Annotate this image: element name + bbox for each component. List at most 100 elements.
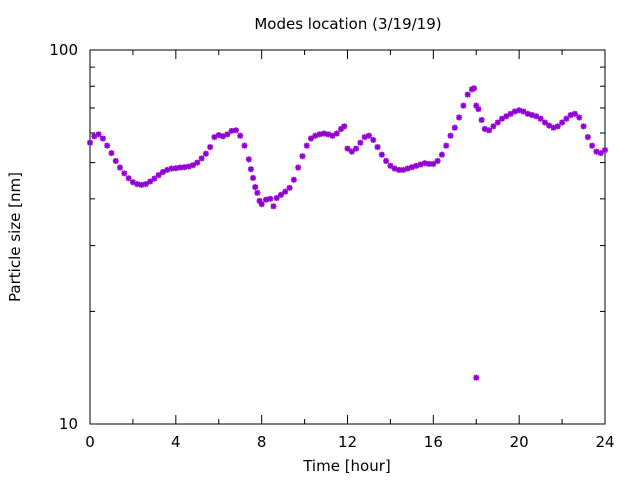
data-point (478, 116, 485, 123)
data-point (499, 115, 505, 122)
data-point (511, 108, 518, 115)
data-point (99, 135, 106, 142)
data-point (252, 184, 259, 191)
data-point (341, 123, 348, 130)
data-point (593, 148, 600, 155)
data-point (164, 166, 171, 173)
data-point (168, 165, 175, 172)
data-point (396, 166, 402, 173)
data-point (370, 136, 377, 143)
data-point (237, 132, 244, 139)
data-point (134, 181, 141, 188)
data-point (447, 132, 454, 139)
data-point (282, 188, 289, 195)
y-tick-label: 10 (59, 415, 78, 433)
data-point (494, 119, 501, 126)
data-point (91, 133, 98, 140)
data-point (190, 162, 196, 169)
data-point (241, 142, 248, 149)
tick-labels: 0 4 8 12 16 20 24 10 100 (49, 41, 614, 451)
data-point (451, 124, 458, 131)
data-point (262, 196, 269, 203)
data-point (232, 127, 239, 134)
data-point (320, 130, 327, 137)
data-point (589, 142, 596, 149)
data-point (256, 197, 263, 204)
data-point (430, 160, 437, 167)
data-point (247, 166, 254, 173)
data-point (277, 191, 284, 198)
x-tick-label: 20 (510, 433, 529, 451)
data-point (228, 127, 235, 134)
data-point (464, 91, 471, 98)
x-axis-label: Time [hour] (302, 457, 391, 475)
data-point (387, 162, 394, 169)
data-point (460, 102, 467, 109)
data-point (286, 184, 293, 191)
data-point (537, 115, 544, 122)
data-point (245, 156, 252, 163)
x-tick-label: 8 (257, 433, 267, 451)
data-point (490, 123, 497, 130)
data-point (254, 189, 261, 196)
data-point (295, 164, 302, 171)
data-point (290, 176, 297, 183)
data-point (378, 151, 385, 158)
data-point (529, 112, 536, 119)
data-point (473, 374, 480, 381)
data-point (516, 107, 523, 114)
data-point (602, 147, 608, 154)
data-point (155, 172, 162, 179)
data-point (559, 119, 566, 126)
data-point (438, 151, 445, 158)
data-point (117, 164, 124, 171)
data-point (426, 160, 433, 167)
data-point (198, 155, 205, 162)
x-tick-label: 4 (171, 433, 181, 451)
data-point (220, 133, 227, 140)
data-point (486, 127, 493, 134)
data-point (391, 165, 398, 172)
data-point (125, 175, 132, 182)
data-point (541, 119, 548, 126)
data-point (413, 162, 420, 169)
data-point (421, 160, 428, 167)
data-point (576, 114, 583, 121)
data-point (473, 102, 480, 109)
data-point (507, 110, 514, 117)
data-point (303, 142, 310, 149)
data-point (520, 108, 527, 115)
data-point (224, 131, 231, 138)
data-point (299, 153, 306, 160)
data-point (207, 144, 214, 151)
data-point (329, 132, 336, 139)
data-point (95, 131, 102, 138)
data-point (503, 113, 510, 120)
data-point (270, 203, 277, 210)
x-tick-label: 0 (85, 433, 95, 451)
data-point (361, 134, 368, 141)
data-point (142, 181, 149, 188)
data-point (258, 201, 265, 208)
data-point (456, 114, 463, 121)
data-point (404, 165, 411, 172)
data-point (108, 150, 115, 157)
data-point (443, 142, 450, 149)
plot-frame (89, 49, 606, 425)
data-point (550, 124, 557, 131)
data-point (312, 132, 319, 139)
data-point (533, 113, 540, 120)
data-point (121, 170, 128, 177)
data-point (571, 110, 578, 117)
data-point (333, 130, 340, 137)
data-point (202, 150, 209, 157)
data-point (104, 142, 111, 149)
data-point (194, 159, 201, 166)
y-axis-label: Particle size [nm] (6, 172, 24, 302)
data-point (546, 122, 553, 129)
data-point (172, 165, 179, 172)
data-point (138, 181, 145, 188)
data-point (383, 157, 390, 164)
data-point (481, 125, 488, 132)
data-point (353, 145, 360, 152)
